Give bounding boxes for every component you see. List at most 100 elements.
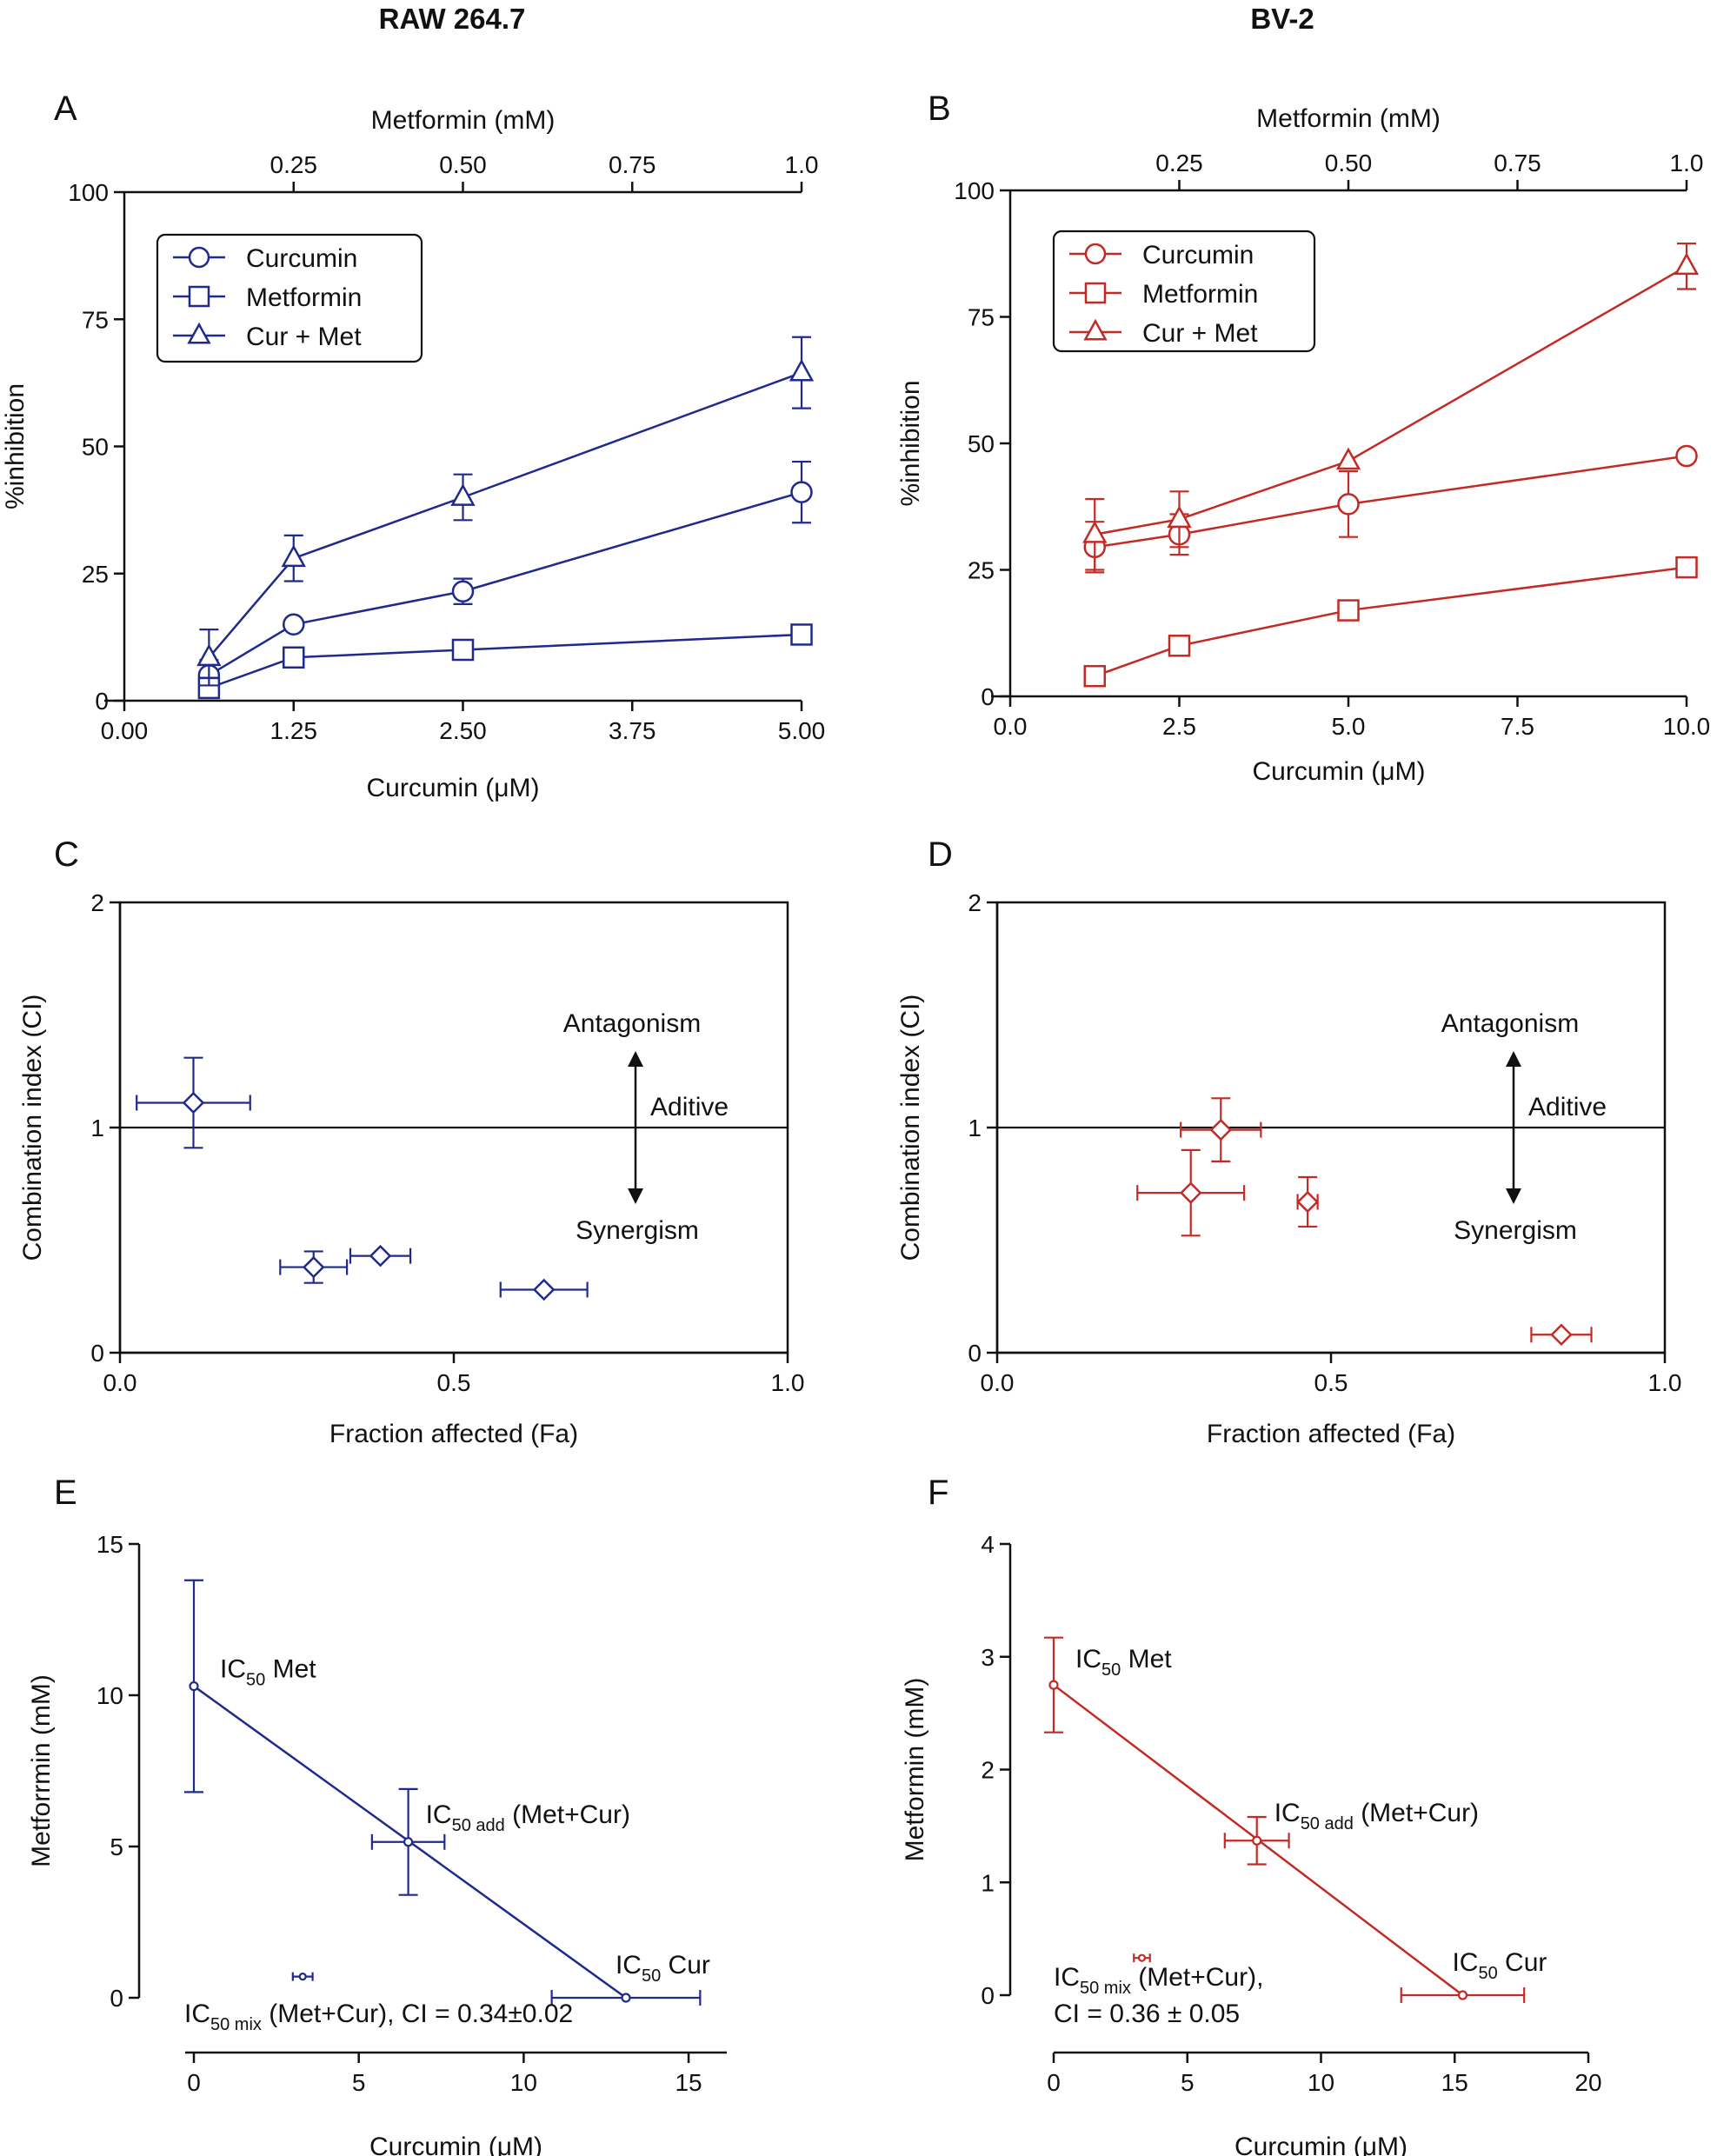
legend-marker-square — [1084, 282, 1107, 304]
chart-panel-d: 0 1 2 0.0 0.5 1.0 Fraction affected (Fa) Combin… — [896, 889, 1681, 1448]
data-point-square — [1083, 664, 1106, 688]
data-point-square — [1168, 635, 1191, 657]
isobole-data-point — [291, 1972, 314, 1981]
data-point-circle — [298, 1973, 307, 1981]
arrow-head-up — [628, 1050, 643, 1067]
label-ic50-met-subscript: 50 — [1101, 1660, 1121, 1680]
series-cur-met — [196, 336, 815, 687]
data-point-diamond — [1179, 1181, 1202, 1204]
data-point-circle — [451, 580, 475, 602]
y-tick-label: 2 — [90, 889, 104, 916]
x-tick-label: 2.50 — [439, 717, 487, 744]
legend-marker-triangle — [187, 322, 211, 344]
data-point-triangle — [281, 544, 306, 568]
data-point-circle — [621, 1993, 631, 2003]
y-tick-label: 3 — [981, 1644, 995, 1671]
label-ic50-mix: IC50 mix (Met+Cur), CI = 0.34±0.02 — [184, 2000, 573, 2034]
label-ic50-mix-subscript: 50 mix — [210, 2015, 262, 2034]
top-x-tick-label: 0.25 — [270, 151, 318, 178]
label-ic50-cur: IC50 Cur — [1452, 1948, 1547, 1983]
isobole-data-point — [1223, 1815, 1290, 1866]
label-ic50-add-text: (Met+Cur) — [1354, 1799, 1479, 1827]
data-point-diamond — [1550, 1323, 1573, 1347]
ci-data-point — [279, 1250, 349, 1284]
data-point-circle — [1048, 1680, 1059, 1690]
data-point-circle — [1337, 493, 1360, 516]
data-point-circle — [1457, 1990, 1468, 2000]
arrow-head-down — [628, 1188, 643, 1205]
x-axis-label: Fraction affected (Fa) — [1207, 1420, 1455, 1448]
series-cur-met — [1082, 243, 1700, 571]
label-ic50-met-ic: IC — [1075, 1645, 1101, 1674]
y-tick-label: 0 — [981, 683, 995, 710]
legend-box — [156, 233, 423, 363]
legend-label: Metformin — [1142, 280, 1258, 309]
x-tick-label: 15 — [675, 2069, 702, 2096]
label-ic50-mix-ic: IC — [1054, 1963, 1080, 1992]
panel-letter-b: B — [928, 90, 951, 128]
top-x-tick-label: 0.50 — [1325, 150, 1373, 176]
y-tick-label: 1 — [981, 1869, 995, 1896]
data-point-square — [451, 638, 475, 662]
top-x-axis-label: Metformin (mM) — [1256, 104, 1441, 133]
x-tick-label: 20 — [1574, 2069, 1601, 2096]
x-tick-label: 0.0 — [981, 1369, 1015, 1396]
x-tick-label: 5 — [352, 2069, 366, 2096]
label-ic50-mix-ic: IC — [184, 2000, 210, 2028]
isobole-data-point — [370, 1787, 446, 1896]
y-tick-label: 100 — [68, 179, 109, 206]
synergism-label: Synergism — [576, 1216, 699, 1245]
series-line — [208, 371, 802, 659]
legend: Curcumin Metformin Cur + Met — [156, 233, 423, 363]
data-point-diamond — [369, 1244, 392, 1268]
series-line — [1095, 265, 1687, 536]
data-point-circle — [403, 1837, 414, 1847]
label-ic50-cur-ic: IC — [616, 1951, 642, 1980]
top-x-tick-label: 0.75 — [1494, 150, 1541, 176]
legend-marker-circle — [1084, 243, 1107, 265]
y-axis-label: %inhibition — [1, 383, 30, 509]
legend-label: Curcumin — [1142, 241, 1254, 270]
label-ic50-add-ic: IC — [1274, 1799, 1301, 1827]
data-point-diamond — [182, 1091, 205, 1115]
y-axis-label: Metformin (mM) — [901, 1678, 929, 1862]
legend-marker-square — [188, 285, 210, 308]
ci-data-point — [1180, 1097, 1262, 1162]
legend-label: Curcumin — [246, 244, 357, 273]
y-axis-label: Combination index (CI) — [896, 995, 925, 1261]
isobole-data-point — [184, 1579, 203, 1793]
data-point-diamond — [532, 1278, 556, 1301]
label-ic50-add: IC50 add (Met+Cur) — [1274, 1799, 1479, 1833]
y-axis-label: Combination index (CI) — [18, 995, 47, 1261]
series-metformin — [1083, 556, 1698, 688]
isobole-data-point — [550, 1990, 702, 2006]
isobole-data-point — [1133, 1953, 1151, 1963]
series-curcumin — [197, 460, 813, 692]
panel-letter-f: F — [928, 1474, 948, 1512]
x-tick-label: 1.25 — [270, 717, 318, 744]
y-tick-label: 1 — [90, 1115, 104, 1141]
synergism-label: Synergism — [1454, 1216, 1577, 1245]
x-axis-label: Curcumin (μM) — [369, 2133, 542, 2156]
y-axis-label: %inhibition — [896, 380, 925, 506]
x-axis-label: Curcumin (μM) — [1235, 2133, 1408, 2156]
top-x-tick-label: 1.0 — [785, 151, 819, 178]
x-tick-label: 15 — [1441, 2069, 1468, 2096]
column-title-bv2: BV-2 — [1250, 3, 1314, 35]
legend-label: Cur + Met — [1142, 319, 1258, 348]
y-tick-label: 25 — [968, 557, 995, 584]
label-ic50-cur-subscript: 50 — [642, 1966, 661, 1986]
data-point-square — [1337, 599, 1360, 622]
data-point-square — [1675, 556, 1698, 579]
legend-marker-triangle — [1083, 318, 1108, 341]
panel-letter-c: C — [54, 835, 79, 874]
data-point-circle — [790, 481, 813, 503]
data-point-circle — [1675, 444, 1698, 468]
y-tick-label: 0 — [90, 1340, 104, 1367]
ci-data-point — [1530, 1323, 1593, 1347]
data-point-triangle — [1674, 252, 1700, 276]
legend-box — [1052, 230, 1316, 353]
ci-data-point — [1296, 1175, 1319, 1228]
arrow-head-down — [1506, 1188, 1521, 1205]
